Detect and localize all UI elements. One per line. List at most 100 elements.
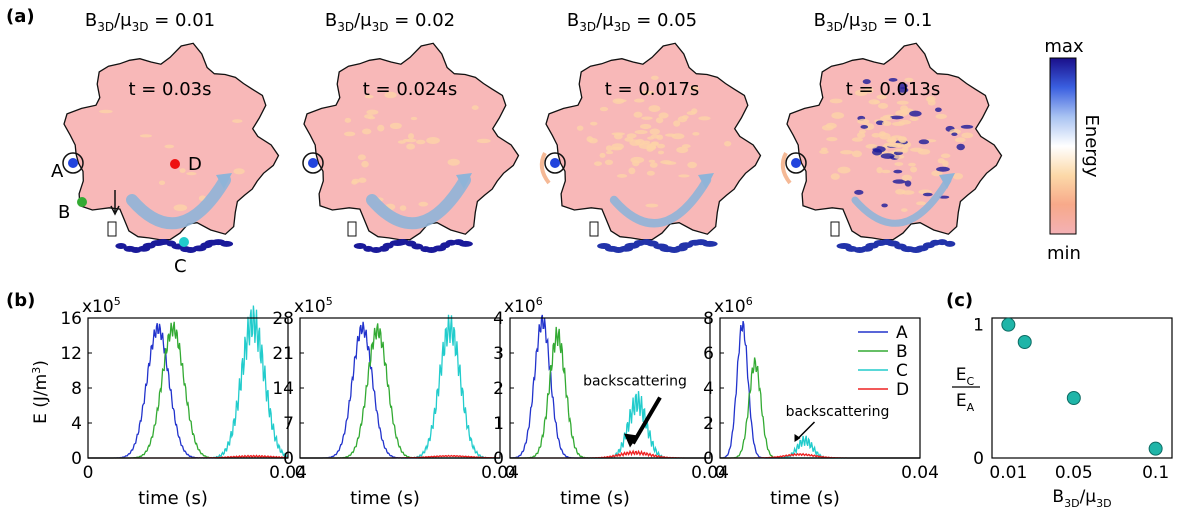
- speckle: [954, 137, 966, 143]
- series-line-B: [510, 326, 710, 459]
- speckle: [384, 91, 397, 99]
- speckle: [877, 102, 889, 109]
- speckle: [881, 169, 891, 174]
- point-b-marker: [77, 197, 87, 207]
- speckle: [889, 115, 904, 120]
- x-axis-label: time (s): [770, 488, 840, 509]
- y-tick-label: 8: [71, 379, 82, 399]
- flow-arrowhead: [939, 173, 955, 189]
- speckle: [410, 116, 418, 121]
- speckle: [935, 107, 942, 113]
- series-line-C: [720, 435, 920, 459]
- speckle: [881, 120, 892, 127]
- speckle: [926, 96, 936, 103]
- x-tick-label: 0.04: [269, 463, 307, 483]
- flake-shape: [545, 42, 762, 241]
- point-a-label: A: [51, 161, 64, 182]
- flake-title: B3D/μ3D = 0.05: [567, 10, 697, 34]
- x-tick-label: 0: [295, 463, 306, 483]
- speckle: [641, 90, 655, 95]
- speckle: [883, 142, 894, 147]
- speckle: [826, 136, 838, 142]
- panel-c-label: (c): [946, 290, 973, 311]
- speckle: [649, 128, 660, 135]
- x-axis-label: time (s): [560, 488, 630, 509]
- speckle: [898, 83, 908, 89]
- speckle: [656, 143, 666, 149]
- speckle: [389, 122, 402, 130]
- notch: [107, 221, 117, 237]
- speckle: [164, 144, 175, 149]
- edge-energy: [219, 240, 234, 247]
- speckle: [881, 203, 888, 208]
- y-tick-label: 4: [703, 379, 714, 399]
- flake-panel: B3D/μ3D = 0.01 t = 0.03s AB D C: [51, 10, 280, 277]
- speckle: [893, 169, 903, 174]
- time-label: t = 0.03s: [128, 79, 211, 100]
- y-tick-label: 3: [493, 344, 504, 364]
- speckle: [605, 150, 614, 155]
- colorbar-title: Energy: [1081, 114, 1102, 177]
- y-tick-label: 1: [493, 414, 504, 434]
- x-tick-label: 0.04: [481, 463, 519, 483]
- time-label: t = 0.024s: [363, 79, 458, 100]
- speckle: [139, 134, 153, 138]
- panel-b-label: (b): [6, 290, 35, 311]
- speckle: [840, 150, 854, 155]
- speckle: [364, 94, 374, 99]
- c-y-tick-label: 0: [973, 449, 984, 469]
- flow-arrowhead: [456, 173, 472, 189]
- point-c-marker: [179, 237, 189, 247]
- point-d-marker: [170, 159, 180, 169]
- speckle: [909, 110, 922, 117]
- backscatter-arrow: [795, 421, 816, 441]
- speckle: [447, 158, 460, 166]
- speckle: [624, 137, 634, 142]
- speckle: [351, 180, 358, 185]
- speckle: [952, 172, 964, 180]
- colorbar-bar: [1049, 57, 1077, 235]
- flow-arrowhead: [698, 173, 714, 189]
- speckle: [893, 154, 905, 159]
- series-line-C: [88, 305, 288, 459]
- c-x-tick-label: 0.01: [989, 463, 1027, 483]
- point-b-label: B: [58, 202, 70, 223]
- point-a-marker: [791, 158, 801, 168]
- speckle: [626, 133, 637, 139]
- speckle: [904, 180, 912, 187]
- colorbar: max min Energy: [1044, 36, 1102, 264]
- backflow-arrow: [780, 152, 792, 185]
- notch: [589, 221, 599, 237]
- x-axis-label: time (s): [138, 488, 208, 509]
- speckle: [588, 137, 598, 144]
- speckle: [399, 205, 407, 211]
- y-multiplier: x106: [504, 295, 543, 317]
- speckle: [647, 145, 657, 150]
- c-xlabel: B3D/μ3D: [1052, 487, 1111, 510]
- speckle: [922, 192, 933, 197]
- speckle: [343, 131, 356, 137]
- x-tick-label: 0.04: [901, 463, 939, 483]
- speckle: [641, 116, 653, 120]
- speckle: [673, 120, 681, 127]
- speckle: [820, 147, 828, 152]
- speckle: [891, 121, 906, 126]
- speckle: [610, 146, 623, 151]
- edge-energy: [701, 240, 718, 247]
- speckle: [633, 111, 643, 118]
- speckle: [936, 166, 950, 172]
- backscatter-annotation: backscattering: [583, 374, 687, 390]
- speckle: [363, 114, 374, 119]
- x-tick-label: 0: [715, 463, 726, 483]
- speckle: [900, 105, 909, 112]
- edge-energy: [458, 240, 473, 247]
- speckle: [724, 140, 732, 147]
- plot-frame: [87, 317, 289, 459]
- speckle: [645, 203, 659, 208]
- speckle: [232, 119, 243, 123]
- edge-energy: [411, 243, 424, 250]
- speckle: [894, 162, 904, 166]
- speckle: [825, 122, 837, 129]
